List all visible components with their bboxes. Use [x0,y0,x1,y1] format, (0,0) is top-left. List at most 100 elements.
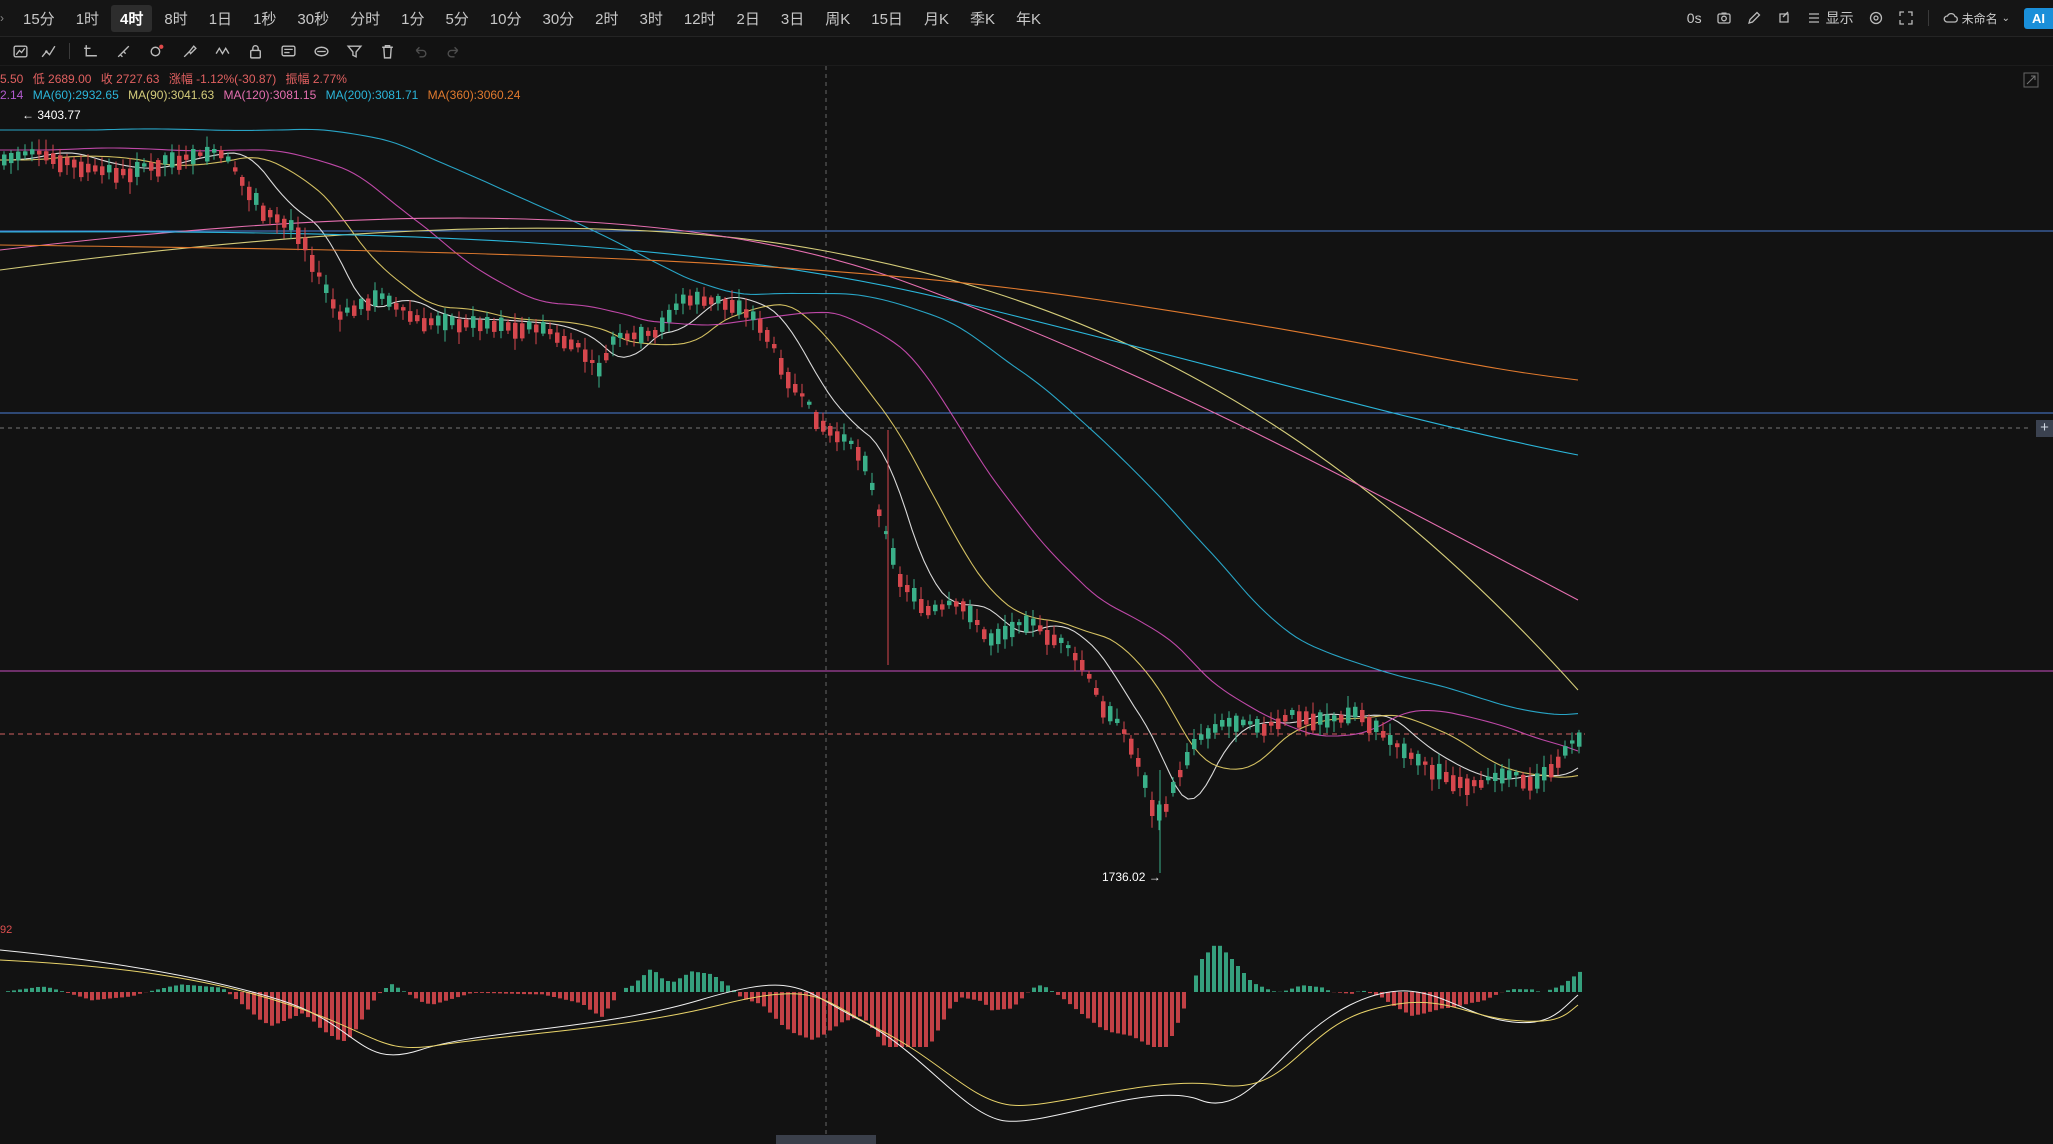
overflow-chevron-icon[interactable]: › [0,11,4,25]
candle-body [415,315,420,322]
pattern-icon[interactable] [211,40,233,62]
indicator-icon[interactable] [37,40,59,62]
macd-bar [642,975,646,992]
layout-name-button[interactable]: 未命名 ⌄ [1943,10,2010,27]
macd-bar [1068,992,1072,1005]
timeframe-17[interactable]: 周K [825,10,851,28]
candle-body [1206,728,1211,739]
timeframe-1[interactable]: 1时 [75,10,100,28]
candle-body [562,336,567,349]
candle-body [1143,775,1148,788]
candle-body [254,193,259,205]
expand-icon[interactable] [2023,72,2039,88]
timeframe-12[interactable]: 2时 [595,10,619,28]
timeframe-14[interactable]: 12时 [683,10,716,28]
candle-body [240,177,245,186]
magnet-icon[interactable] [145,40,167,62]
timeframe-18[interactable]: 15日 [871,10,903,28]
settings-icon[interactable] [1868,10,1884,26]
candle-body [681,294,686,304]
timeframe-6[interactable]: 30秒 [297,10,330,28]
multi-chart-icon[interactable] [9,40,31,62]
filter-icon[interactable] [343,40,365,62]
trash-icon[interactable] [376,40,398,62]
edit-icon[interactable] [1746,10,1762,26]
timeframe-2[interactable]: 4时 [111,4,153,32]
timeframe-21[interactable]: 年K [1015,10,1041,28]
macd-bar [678,978,682,993]
candle-body [793,384,798,393]
candle-body [1339,714,1344,723]
macd-bar [1494,992,1498,995]
lock-icon[interactable] [244,40,266,62]
candle-body [590,360,595,363]
add-alert-handle[interactable]: + [2036,420,2053,437]
timeframe-10[interactable]: 10分 [489,10,522,28]
timeframe-11[interactable]: 30分 [542,10,575,28]
brush-icon[interactable] [178,40,200,62]
timeframe-20[interactable]: 季K [969,10,995,28]
macd-bar [234,992,238,1000]
timeframe-0[interactable]: 15分 [23,10,55,28]
timeframe-5[interactable]: 1秒 [253,10,277,28]
candle-body [177,155,182,170]
macd-bar [516,992,520,994]
macd-bar [1488,992,1492,998]
timeframe-4[interactable]: 1日 [208,10,233,28]
macd-bar [294,992,298,1016]
candle-body [1290,710,1295,715]
sync-icon[interactable] [1776,10,1792,26]
candle-body [1353,706,1358,718]
candle-body [401,307,406,311]
macd-bar [1398,992,1402,1010]
timeframe-3[interactable]: 8时 [164,10,188,28]
timeframe-9[interactable]: 5分 [445,10,469,28]
macd-bar [606,992,610,1009]
timer-label[interactable]: 0s [1686,10,1702,26]
timeframe-16[interactable]: 3日 [780,10,805,28]
macd-bar [894,992,898,1047]
macd-bar [882,992,886,1046]
candle-body [128,168,133,183]
candle-body [604,353,609,361]
redo-icon[interactable] [442,40,464,62]
macd-bar [654,972,658,992]
fullscreen-icon[interactable] [1898,10,1914,26]
candle-body [1262,724,1267,736]
candle-body [695,291,700,305]
timeframe-7[interactable]: 分时 [350,10,381,28]
timeframe-13[interactable]: 3时 [639,10,663,28]
candle-body [856,447,861,461]
macd-bar [666,981,670,992]
candle-body [1367,717,1372,734]
candle-body [730,300,735,313]
macd-bar [378,992,382,994]
timeframe-15[interactable]: 2日 [736,10,760,28]
candle-body [569,339,574,350]
candle-body [450,316,455,326]
signal-icon[interactable] [310,40,332,62]
ruler-icon[interactable] [112,40,134,62]
display-button[interactable]: 显示 [1806,8,1854,28]
draw-line-icon[interactable] [79,40,101,62]
undo-icon[interactable] [409,40,431,62]
amplitude-value: 振幅 2.77% [285,72,347,86]
candle-body [30,149,35,155]
ai-button[interactable]: AI [2024,7,2053,29]
candle-body [765,330,770,342]
timeframe-19[interactable]: 月K [923,10,949,28]
macd-bar [1446,992,1450,1008]
message-icon[interactable] [277,40,299,62]
macd-bar [486,992,490,994]
candle-body [1234,715,1239,732]
macd-bar [1368,992,1372,994]
macd-bar [816,992,820,1038]
candle-body [1024,615,1029,633]
camera-icon[interactable] [1716,10,1732,26]
timeframe-8[interactable]: 1分 [401,10,425,28]
candle-body [184,154,189,160]
macd-bar [834,992,838,1027]
candle-body [961,601,966,612]
macd-bar [1308,986,1312,992]
